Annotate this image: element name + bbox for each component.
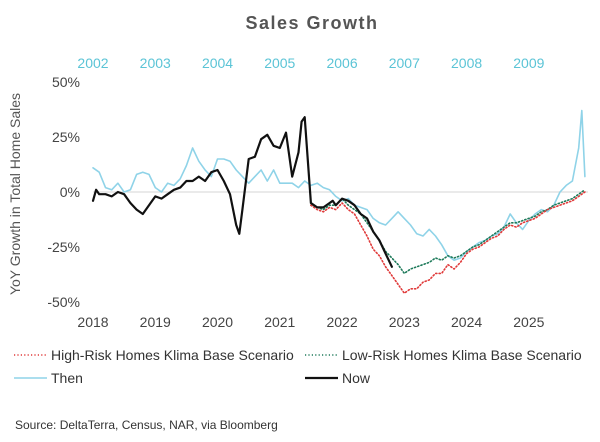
legend: High-Risk Homes Klima Base Scenario Low-R… xyxy=(14,347,582,386)
chart-title: Sales Growth xyxy=(245,13,378,33)
top-year-label: 2004 xyxy=(202,55,233,71)
top-year-label: 2009 xyxy=(513,55,544,71)
legend-label: High-Risk Homes Klima Base Scenario xyxy=(51,347,294,363)
legend-label: Now xyxy=(342,370,371,386)
x-tick-label: 2021 xyxy=(264,314,295,330)
x-tick-label: 2019 xyxy=(140,314,171,330)
x-tick-label: 2018 xyxy=(77,314,108,330)
x-tick-label: 2024 xyxy=(451,314,482,330)
top-year-label: 2005 xyxy=(264,55,295,71)
top-year-label: 2002 xyxy=(77,55,108,71)
y-tick-label: -50% xyxy=(47,294,80,310)
x-tick-label: 2020 xyxy=(202,314,233,330)
top-year-label: 2003 xyxy=(140,55,171,71)
y-tick-label: 0% xyxy=(60,184,80,200)
y-tick-label: -25% xyxy=(47,239,80,255)
legend-label: Then xyxy=(51,370,83,386)
top-year-label: 2006 xyxy=(326,55,357,71)
source-note: Source: DeltaTerra, Census, NAR, via Blo… xyxy=(15,418,278,432)
y-tick-label: 25% xyxy=(52,129,80,145)
x-tick-label: 2025 xyxy=(513,314,544,330)
y-axis-label: YoY Growth in Total Home Sales xyxy=(7,93,23,295)
plot-area xyxy=(91,109,586,295)
series-line-now xyxy=(91,116,393,268)
y-axis: 50% 25% 0% -25% -50% xyxy=(47,74,80,310)
legend-label: Low-Risk Homes Klima Base Scenario xyxy=(342,347,582,363)
x-axis: 2018 2019 2020 2021 2022 2023 2024 2025 xyxy=(77,314,544,330)
series-line-high-risk-homes-klima-base-scenario xyxy=(310,191,586,295)
y-tick-label: 50% xyxy=(52,74,80,90)
x-tick-label: 2023 xyxy=(389,314,420,330)
series-line-then xyxy=(92,109,586,262)
top-year-axis: 2002 2003 2004 2005 2006 2007 2008 2009 xyxy=(77,55,544,71)
x-tick-label: 2022 xyxy=(326,314,357,330)
top-year-label: 2007 xyxy=(389,55,420,71)
series-line-low-risk-homes-klima-base-scenario xyxy=(310,189,586,275)
top-year-label: 2008 xyxy=(451,55,482,71)
